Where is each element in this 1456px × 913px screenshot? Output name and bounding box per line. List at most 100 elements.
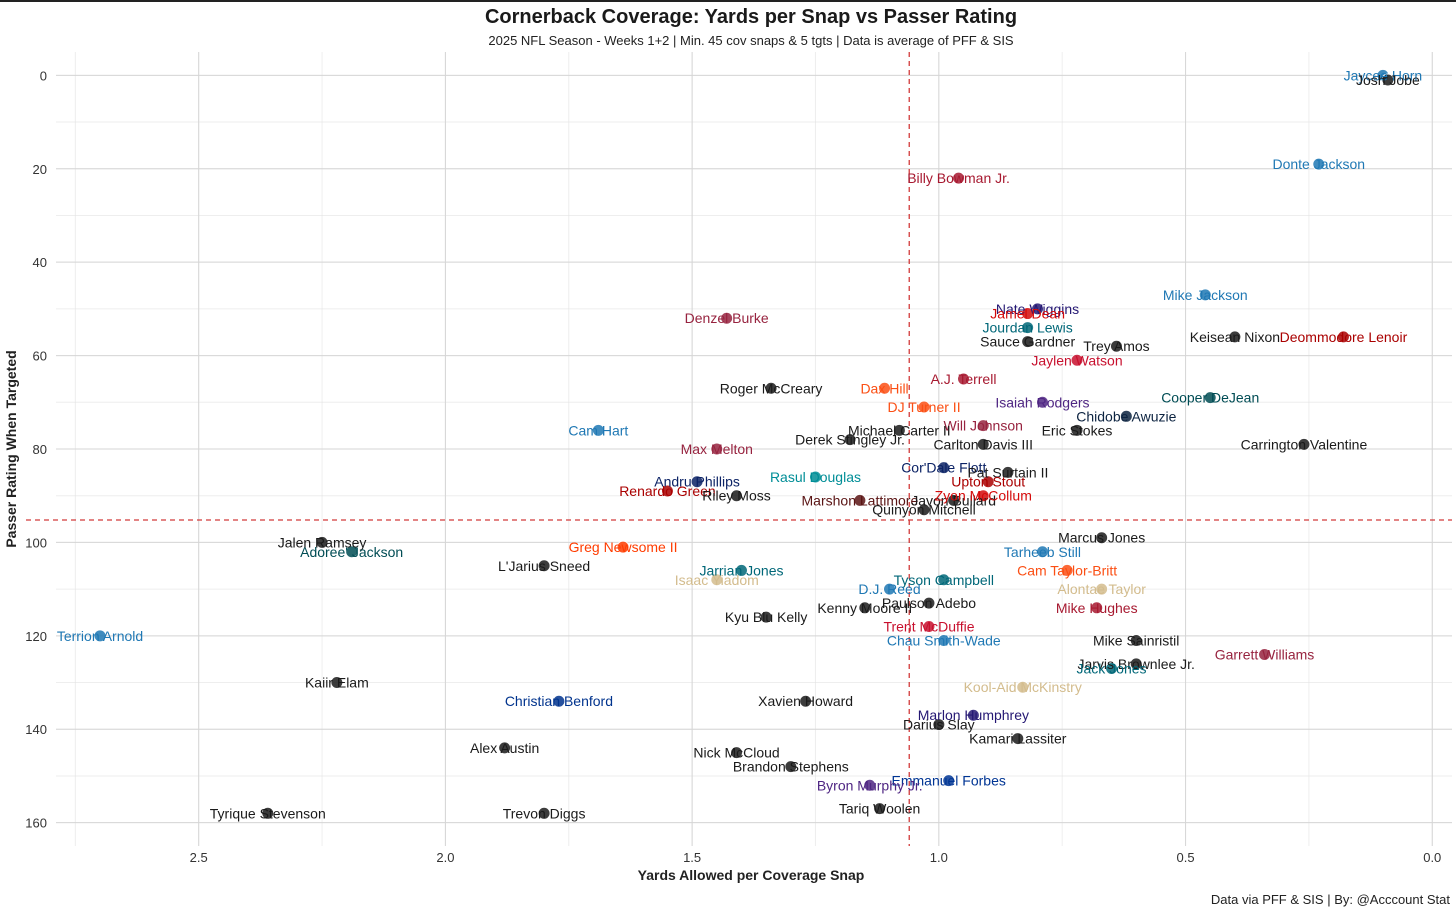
point-label: L'Jarius Sneed bbox=[498, 558, 590, 574]
point-label: Eric Stokes bbox=[1042, 422, 1113, 438]
point-label: Michael Carter II bbox=[848, 422, 951, 438]
data-points bbox=[93, 68, 1395, 820]
point-label: Marlon Humphrey bbox=[918, 707, 1029, 723]
point-label: Nick McCloud bbox=[693, 745, 779, 761]
point-label: Rasul Douglas bbox=[770, 469, 861, 485]
data-point bbox=[878, 381, 892, 395]
data-point bbox=[1090, 601, 1104, 615]
y-tick-label: 60 bbox=[33, 349, 47, 364]
data-point bbox=[537, 559, 551, 573]
data-point bbox=[552, 694, 566, 708]
point-label: Mike Jackson bbox=[1163, 287, 1248, 303]
x-tick-label: 2.5 bbox=[190, 850, 208, 865]
data-point bbox=[730, 746, 744, 760]
point-label: Javon Bullard bbox=[911, 492, 996, 508]
point-label: Isaac Yiadom bbox=[675, 572, 759, 588]
gridlines bbox=[56, 52, 1452, 846]
data-point bbox=[843, 433, 857, 447]
data-point bbox=[759, 610, 773, 624]
point-label: Tyson Campbell bbox=[894, 572, 994, 588]
data-point bbox=[784, 760, 798, 774]
point-label: Kool-Aid McKinstry bbox=[964, 679, 1082, 695]
point-label: Dax Hill bbox=[860, 380, 908, 396]
point-label: Alontae Taylor bbox=[1057, 581, 1146, 597]
point-label: Alex Austin bbox=[470, 740, 539, 756]
point-label: Chidobe Awuzie bbox=[1076, 408, 1176, 424]
data-point bbox=[957, 372, 971, 386]
point-label: Sauce Gardner bbox=[980, 334, 1075, 350]
point-label: Andru Phillips bbox=[654, 474, 740, 490]
point-label: Roger McCreary bbox=[720, 380, 823, 396]
chart-caption: Data via PFF & SIS | By: @Acccount Stat bbox=[1211, 892, 1450, 907]
point-label: Jaycee Horn bbox=[1344, 67, 1423, 83]
point-label: Cam Hart bbox=[568, 422, 628, 438]
point-label: Jarrian Jones bbox=[699, 562, 783, 578]
point-label: Keisean Nixon bbox=[1190, 329, 1280, 345]
point-label: Byron Murphy Jr. bbox=[817, 777, 923, 793]
point-label: Xavien Howard bbox=[758, 693, 853, 709]
data-point bbox=[1105, 662, 1119, 676]
data-point bbox=[853, 493, 867, 507]
point-label: Christian Benford bbox=[505, 693, 613, 709]
data-point bbox=[1129, 657, 1143, 671]
point-label: Cor'Dale Flott bbox=[901, 460, 986, 476]
point-label: Adoree' Jackson bbox=[300, 544, 403, 560]
y-tick-label: 80 bbox=[33, 442, 47, 457]
data-point bbox=[799, 694, 813, 708]
data-point bbox=[942, 774, 956, 788]
point-label: Kaiir Elam bbox=[305, 675, 369, 691]
x-tick-label: 1.5 bbox=[683, 850, 701, 865]
data-point bbox=[937, 633, 951, 647]
point-label: Nate Wiggins bbox=[996, 301, 1079, 317]
data-point bbox=[976, 489, 990, 503]
data-point bbox=[1109, 339, 1123, 353]
data-point bbox=[730, 489, 744, 503]
data-point bbox=[937, 461, 951, 475]
point-label: Darius Slay bbox=[903, 717, 975, 733]
point-label: Tyrique Stevenson bbox=[210, 805, 326, 821]
point-label: Marcus Jones bbox=[1058, 530, 1145, 546]
point-label: Trevon Diggs bbox=[503, 805, 586, 821]
y-axis-label: Passer Rating When Targeted bbox=[3, 350, 19, 547]
data-point bbox=[917, 503, 931, 517]
point-label: Deommodore Lenoir bbox=[1280, 329, 1408, 345]
data-point bbox=[1011, 732, 1025, 746]
point-label: Jarvis Brownlee Jr. bbox=[1077, 656, 1194, 672]
point-label: Chau Smith-Wade bbox=[887, 632, 1001, 648]
point-label: Max Melton bbox=[681, 441, 753, 457]
data-point bbox=[315, 535, 329, 549]
point-label: Marshon Lattimore bbox=[802, 492, 919, 508]
data-point bbox=[976, 419, 990, 433]
data-point bbox=[1001, 465, 1015, 479]
data-point bbox=[966, 708, 980, 722]
point-label: Will Johnson bbox=[944, 418, 1023, 434]
data-point bbox=[1070, 353, 1084, 367]
chart-title: Cornerback Coverage: Yards per Snap vs P… bbox=[485, 6, 1017, 28]
point-label: Jaylen Watson bbox=[1031, 352, 1122, 368]
y-tick-label: 20 bbox=[33, 162, 47, 177]
point-label: Brandon Stephens bbox=[733, 759, 849, 775]
data-point bbox=[498, 741, 512, 755]
point-label: Tariq Woolen bbox=[839, 801, 920, 817]
data-point bbox=[1257, 648, 1271, 662]
data-point bbox=[710, 573, 724, 587]
x-tick-label: 2.0 bbox=[436, 850, 454, 865]
point-label: Greg Newsome II bbox=[569, 539, 678, 555]
data-point bbox=[1198, 288, 1212, 302]
point-label: Emmanuel Forbes bbox=[892, 773, 1006, 789]
data-point bbox=[976, 437, 990, 451]
data-point bbox=[922, 619, 936, 633]
data-point bbox=[710, 442, 724, 456]
data-point bbox=[537, 806, 551, 820]
data-point bbox=[1297, 437, 1311, 451]
x-tick-label: 1.0 bbox=[930, 850, 948, 865]
data-point bbox=[1203, 391, 1217, 405]
data-point bbox=[947, 493, 961, 507]
point-label: Jalen Ramsey bbox=[278, 534, 367, 550]
point-label: D.J. Reed bbox=[858, 581, 920, 597]
reference-lines bbox=[26, 52, 1452, 846]
point-label: Tarheeb Still bbox=[1004, 544, 1081, 560]
point-label: Trent McDuffie bbox=[883, 618, 974, 634]
